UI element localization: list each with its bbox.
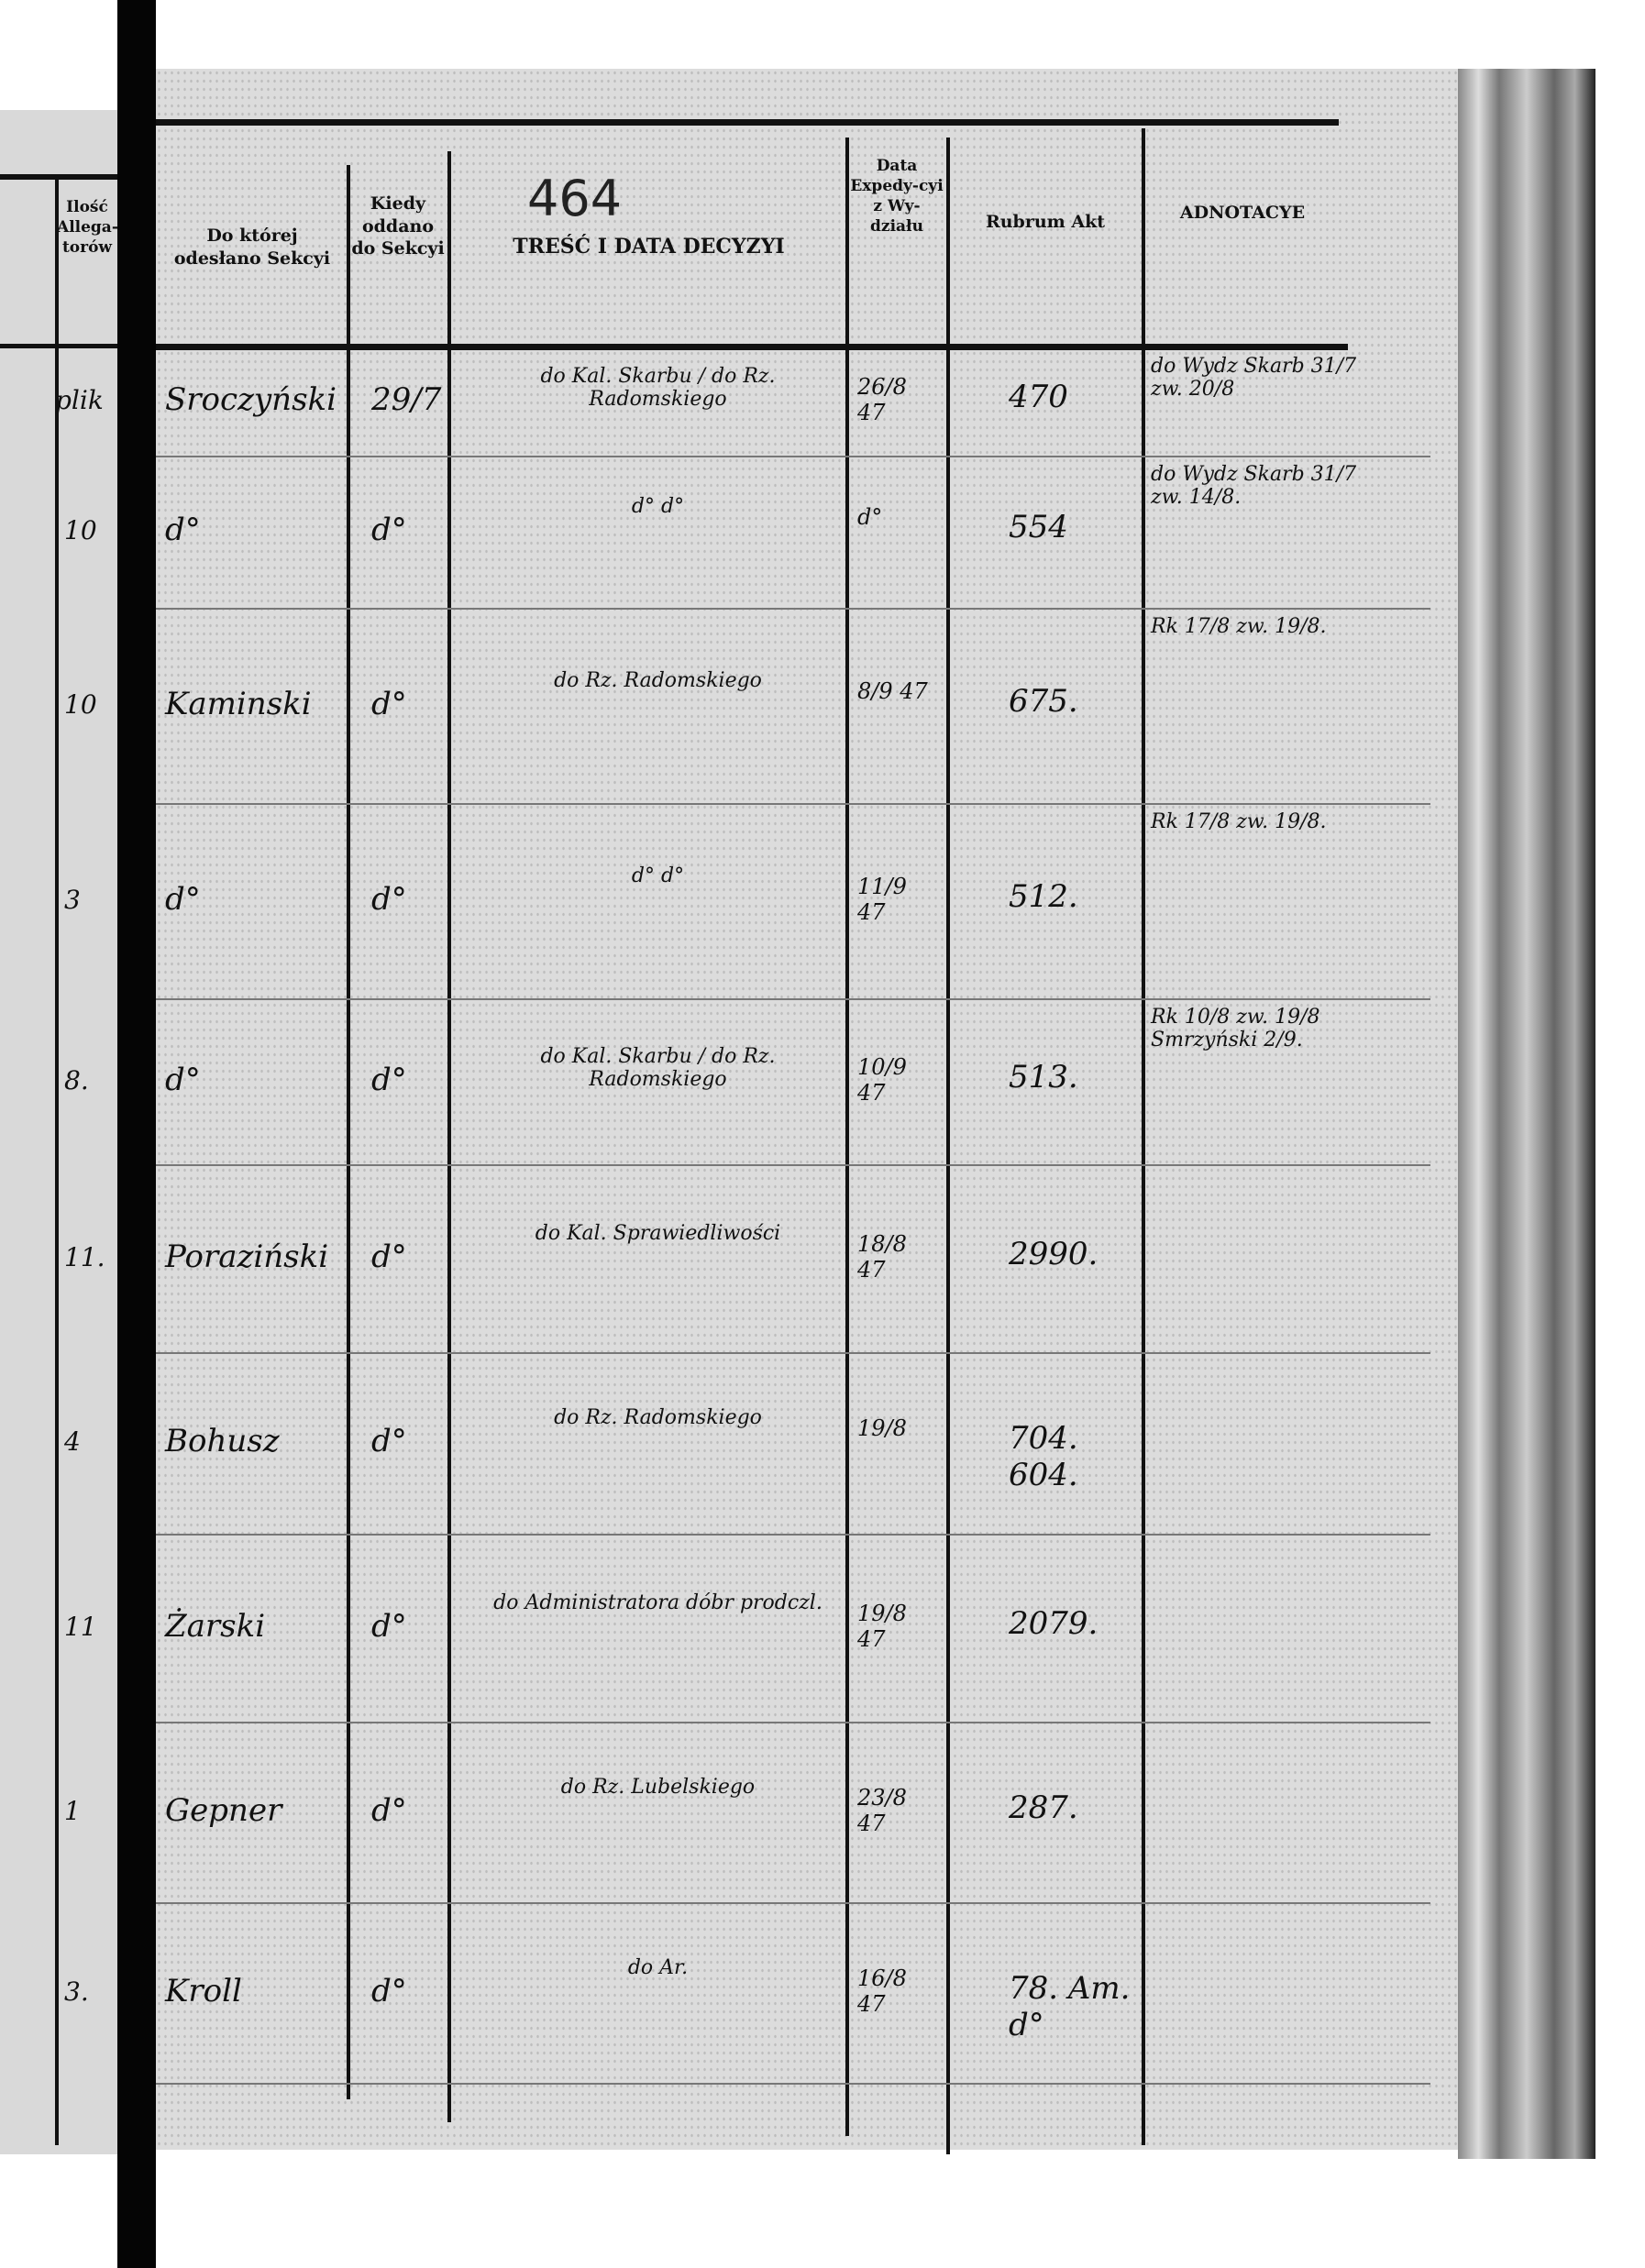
row-divider [156, 1534, 1430, 1536]
row-adnotacye: Rk 17/8 zw. 19/8. [1151, 615, 1327, 638]
row-data-expedycyi: 11/9 47 [857, 873, 907, 925]
header-data-expedycyi: Data Expedy-cyi z Wy-działu [850, 157, 944, 237]
row-divider [156, 998, 1430, 1000]
row-divider [156, 803, 1430, 805]
header-tresc: TREŚĆ I DATA DECYZYI [513, 235, 785, 259]
left-page-allegaty-count: plik [55, 385, 104, 415]
row-rubrum: 512. [1009, 877, 1078, 915]
row-data-expedycyi: 18/8 47 [857, 1230, 907, 1283]
row-tresc: d° d° [631, 495, 685, 518]
row-divider [156, 2083, 1430, 2085]
row-adnotacye: Rk 17/8 zw. 19/8. [1151, 810, 1327, 833]
left-page-allegaty-count: 10 [64, 688, 97, 720]
row-tresc: do Kal. Skarbu / do Rz. Radomskiego [540, 365, 776, 411]
row-sekcja: d° [165, 1061, 201, 1098]
row-rubrum: 2990. [1009, 1235, 1099, 1272]
header-bottom-rule [156, 344, 1348, 350]
row-tresc: do Rz. Radomskiego [554, 668, 762, 692]
header-sekcja: Do której odesłano Sekcyi [173, 226, 331, 269]
row-rubrum: 470 [1009, 379, 1068, 415]
row-sekcja: Kaminski [165, 685, 312, 722]
row-sekcja: Bohusz [165, 1423, 280, 1459]
row-data-expedycyi: 8/9 47 [857, 677, 928, 704]
row-tresc: do Kal. Skarbu / do Rz. Radomskiego [540, 1044, 776, 1091]
row-divider [156, 1902, 1430, 1904]
row-tresc: d° d° [631, 864, 685, 887]
left-page-allegaty-count: 1 [64, 1795, 81, 1826]
left-page-fragment [0, 110, 117, 2154]
row-sekcja: Sroczyński [165, 381, 337, 418]
row-tresc: do Ar. [627, 1955, 689, 1979]
row-sekcja: d° [165, 512, 201, 548]
row-kiedy: d° [371, 512, 407, 548]
row-tresc: do Kal. Sprawiedliwości [535, 1221, 781, 1245]
row-divider [156, 456, 1430, 457]
row-kiedy: d° [371, 1061, 407, 1098]
row-tresc: do Rz. Lubelskiego [560, 1775, 756, 1799]
column-rule [845, 138, 849, 2136]
row-divider [156, 608, 1430, 610]
row-data-expedycyi: d° [857, 504, 883, 530]
page-stack-edge [1458, 69, 1595, 2159]
left-page-allegaty-count: 3. [64, 1976, 89, 2007]
row-rubrum: 704. 604. [1009, 1420, 1078, 1493]
row-tresc: do Administratora dóbr prodczl. [493, 1591, 822, 1614]
row-data-expedycyi: 19/8 [857, 1415, 907, 1441]
row-data-expedycyi: 10/9 47 [857, 1053, 907, 1106]
row-adnotacye: Rk 10/8 zw. 19/8 Smrzyński 2/9. [1151, 1006, 1320, 1051]
row-divider [156, 1352, 1430, 1354]
row-rubrum: 287. [1009, 1789, 1078, 1826]
row-kiedy: d° [371, 1423, 407, 1459]
row-kiedy: d° [371, 1972, 407, 2009]
row-adnotacye: do Wydz Skarb 31/7 zw. 20/8 [1151, 355, 1357, 401]
header-rubrum: Rubrum Akt [985, 212, 1106, 232]
row-data-expedycyi: 16/8 47 [857, 1965, 907, 2017]
row-kiedy: d° [371, 1791, 407, 1829]
row-divider [156, 1164, 1430, 1166]
row-sekcja: Poraziński [165, 1238, 329, 1275]
row-divider [156, 1722, 1430, 1723]
column-rule [1142, 128, 1145, 2145]
left-page-allegaty-count: 11 [64, 1611, 97, 1642]
left-page-allegaty-count: 4 [64, 1426, 81, 1457]
column-rule [347, 165, 350, 2099]
row-rubrum: 78. Am. d° [1009, 1969, 1131, 2043]
row-kiedy: 29/7 [371, 381, 442, 418]
row-kiedy: d° [371, 685, 407, 722]
header-top-rule [156, 119, 1339, 126]
header-adnotacye: ADNOTACYE [1179, 203, 1306, 223]
left-page-allegaty-count: 10 [64, 515, 97, 545]
header-kiedy: Kiedy oddano do Sekcyi [351, 193, 445, 259]
row-kiedy: d° [371, 880, 407, 918]
row-sekcja: Gepner [165, 1791, 282, 1829]
row-sekcja: Kroll [165, 1972, 242, 2009]
row-kiedy: d° [371, 1238, 407, 1275]
left-column-rule [55, 174, 59, 2145]
row-tresc: do Rz. Radomskiego [554, 1406, 762, 1429]
row-rubrum: 2079. [1009, 1604, 1099, 1642]
row-kiedy: d° [371, 1607, 407, 1645]
register-page [156, 69, 1458, 2150]
column-rule [946, 138, 950, 2154]
row-rubrum: 675. [1009, 682, 1078, 720]
row-data-expedycyi: 19/8 47 [857, 1600, 907, 1652]
row-adnotacye: do Wydz Skarb 31/7 zw. 14/8. [1151, 463, 1357, 509]
row-sekcja: Żarski [165, 1607, 266, 1645]
row-rubrum: 513. [1009, 1058, 1078, 1095]
row-sekcja: d° [165, 880, 201, 918]
column-rule [447, 151, 451, 2122]
left-header-top-rule [0, 174, 117, 180]
left-page-allegaty-count: 11. [64, 1241, 105, 1272]
left-page-allegaty-count: 8. [64, 1064, 89, 1095]
row-data-expedycyi: 26/8 47 [857, 374, 907, 425]
page-number: 464 [527, 170, 623, 227]
book-spine [117, 0, 156, 2268]
left-header-bottom-rule [0, 344, 117, 348]
row-rubrum: 554 [1009, 509, 1068, 545]
left-page-allegaty-count: 3 [64, 884, 81, 915]
header-allegaty: Ilość Allega-torów [57, 198, 118, 258]
row-data-expedycyi: 23/8 47 [857, 1784, 907, 1836]
